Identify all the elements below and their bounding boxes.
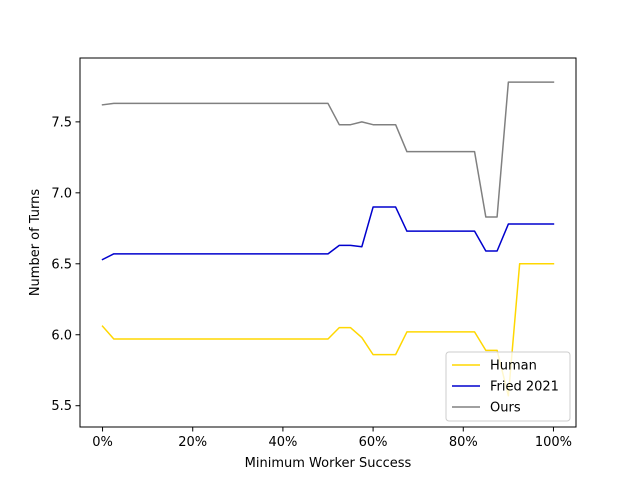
y-axis-label: Number of Turns [28,189,43,297]
x-tick-label: 100% [535,435,572,450]
legend-box [445,351,571,422]
plot-frame [79,57,577,428]
series-layer [101,81,555,397]
y-tick-label: 7.0 [51,186,72,201]
series-line-human [101,263,555,397]
x-tick-label: 40% [268,435,297,450]
series-line-ours [101,81,555,218]
x-tick-label: 80% [449,435,478,450]
x-tick-label: 60% [359,435,388,450]
y-axis-ticks: 5.5 6.0 6.5 7.0 7.5 [51,115,80,414]
y-tick-label: 5.5 [51,399,72,414]
y-tick-label: 6.0 [51,328,72,343]
x-axis-ticks: 0% 20% 40% 60% 80% 100% [92,427,572,450]
legend-items: Human Fried 2021 Ours [452,359,559,416]
legend-label-human: Human [490,359,537,374]
legend: Human Fried 2021 Ours [445,351,571,422]
y-tick-label: 7.5 [51,115,72,130]
y-tick-label: 6.5 [51,257,72,272]
series-line-fried-2021 [101,206,555,261]
axes-layer [79,57,577,428]
x-tick-label: 0% [92,435,113,450]
legend-label-fried-2021: Fried 2021 [490,380,559,395]
x-axis-label: Minimum Worker Success [245,456,412,471]
x-tick-label: 20% [178,435,207,450]
legend-label-ours: Ours [490,401,521,416]
